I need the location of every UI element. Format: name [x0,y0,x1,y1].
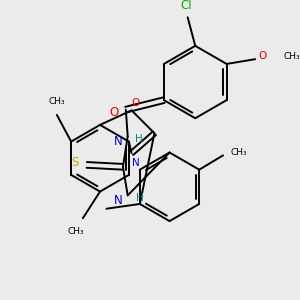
Text: H: H [135,134,143,144]
Text: N: N [133,158,140,168]
Text: CH₃: CH₃ [49,97,65,106]
Text: Cl: Cl [180,0,191,12]
Text: CH₃: CH₃ [284,52,300,61]
Text: S: S [72,157,79,169]
Text: N: N [114,135,123,148]
Text: H: H [136,193,144,203]
Text: O: O [131,98,140,108]
Text: CH₃: CH₃ [68,227,85,236]
Text: N: N [114,194,123,207]
Text: CH₃: CH₃ [231,148,247,157]
Text: O: O [259,51,267,61]
Text: O: O [110,106,119,119]
